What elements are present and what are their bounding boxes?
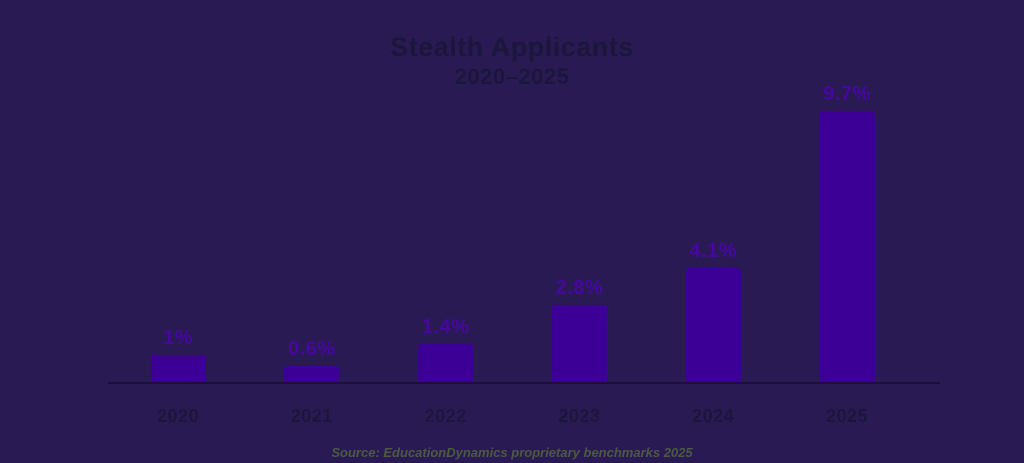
bar-2022 — [418, 344, 474, 383]
x-axis-label-2021: 2021 — [290, 406, 333, 426]
x-axis-label-2023: 2023 — [558, 406, 601, 426]
bar-value-label-2022: 1.4% — [421, 316, 470, 338]
x-axis-label-2024: 2024 — [692, 406, 735, 426]
bar-2021 — [284, 366, 340, 383]
bar-value-label-2025: 9.7% — [823, 83, 871, 105]
x-axis-label-2022: 2022 — [424, 406, 467, 426]
bar-2024 — [685, 268, 741, 383]
x-axis-line — [108, 382, 940, 384]
x-axis-label-2025: 2025 — [825, 406, 869, 426]
bar-2025 — [819, 111, 875, 383]
x-axis-label-2020: 2020 — [156, 406, 200, 426]
chart-source-note: Source: EducationDynamics proprietary be… — [331, 445, 693, 460]
chart-title: Stealth Applicants — [390, 32, 634, 62]
chart-subtitle: 2020–2025 — [454, 64, 570, 89]
bar-value-label-2023: 2.8% — [555, 277, 604, 299]
bar-2020 — [150, 355, 206, 383]
bar-value-label-2021: 0.6% — [288, 338, 336, 360]
bar-value-label-2024: 4.1% — [689, 240, 737, 262]
bar-value-label-2020: 1% — [163, 327, 193, 349]
bar-2023 — [551, 305, 607, 383]
